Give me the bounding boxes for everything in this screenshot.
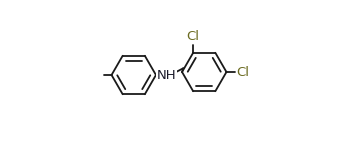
- Text: Cl: Cl: [236, 66, 249, 78]
- Text: NH: NH: [157, 69, 176, 82]
- Text: Cl: Cl: [187, 30, 200, 43]
